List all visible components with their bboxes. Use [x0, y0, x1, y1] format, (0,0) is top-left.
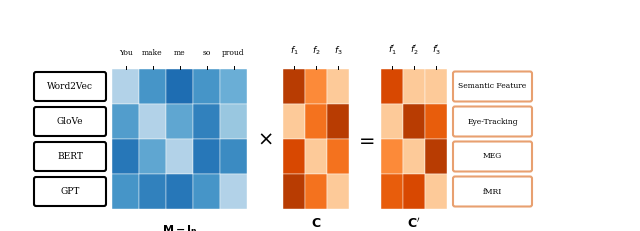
Text: make: make — [142, 49, 163, 57]
Bar — [139, 139, 166, 174]
Bar — [327, 174, 349, 209]
Text: $\mathbf{M - I_n}$: $\mathbf{M - I_n}$ — [161, 223, 197, 231]
FancyBboxPatch shape — [34, 107, 106, 136]
Bar — [381, 139, 403, 174]
FancyBboxPatch shape — [453, 106, 532, 137]
Text: $\times$: $\times$ — [257, 130, 273, 149]
FancyBboxPatch shape — [453, 142, 532, 171]
FancyBboxPatch shape — [34, 72, 106, 101]
FancyBboxPatch shape — [453, 72, 532, 101]
Text: Semantic Feature: Semantic Feature — [458, 82, 527, 91]
Bar — [425, 174, 447, 209]
Bar — [403, 174, 425, 209]
Bar — [425, 139, 447, 174]
Text: $f_3$: $f_3$ — [333, 45, 342, 57]
Text: You: You — [118, 49, 132, 57]
Bar — [425, 69, 447, 104]
Bar — [327, 139, 349, 174]
Text: me: me — [173, 49, 186, 57]
FancyBboxPatch shape — [34, 177, 106, 206]
Bar — [381, 69, 403, 104]
Bar — [139, 104, 166, 139]
Bar — [305, 139, 327, 174]
Text: fMRI: fMRI — [483, 188, 502, 195]
Bar — [193, 104, 220, 139]
Text: BERT: BERT — [57, 152, 83, 161]
Bar — [327, 69, 349, 104]
FancyBboxPatch shape — [34, 142, 106, 171]
Bar — [112, 139, 139, 174]
Text: $f_3'$: $f_3'$ — [431, 43, 440, 57]
Bar — [139, 174, 166, 209]
Bar — [381, 104, 403, 139]
Bar — [283, 174, 305, 209]
Bar — [220, 174, 247, 209]
Text: $\mathbf{C}$: $\mathbf{C}$ — [311, 217, 321, 230]
Text: $=$: $=$ — [355, 130, 375, 149]
Text: MEG: MEG — [483, 152, 502, 161]
Bar — [193, 139, 220, 174]
Text: $f_1'$: $f_1'$ — [388, 43, 396, 57]
Bar — [220, 139, 247, 174]
Bar — [403, 139, 425, 174]
Bar — [305, 174, 327, 209]
Text: GloVe: GloVe — [57, 117, 83, 126]
Bar — [403, 104, 425, 139]
Bar — [166, 139, 193, 174]
Bar — [166, 69, 193, 104]
Text: $f_1$: $f_1$ — [290, 45, 298, 57]
Bar — [139, 69, 166, 104]
Bar — [305, 69, 327, 104]
Bar — [305, 104, 327, 139]
Bar — [381, 174, 403, 209]
Bar — [283, 69, 305, 104]
Bar — [166, 104, 193, 139]
Bar — [166, 174, 193, 209]
Bar — [220, 104, 247, 139]
Bar — [403, 69, 425, 104]
Bar — [283, 104, 305, 139]
Text: proud: proud — [222, 49, 245, 57]
Bar — [193, 69, 220, 104]
Text: Word2Vec: Word2Vec — [47, 82, 93, 91]
Bar — [112, 69, 139, 104]
Bar — [220, 69, 247, 104]
Text: $f_2$: $f_2$ — [312, 45, 320, 57]
Text: Eye-Tracking: Eye-Tracking — [467, 118, 518, 125]
Bar — [112, 174, 139, 209]
Bar — [327, 104, 349, 139]
Text: GPT: GPT — [60, 187, 80, 196]
Text: $\mathbf{C'}$: $\mathbf{C'}$ — [407, 217, 420, 231]
Bar — [112, 104, 139, 139]
Bar — [193, 174, 220, 209]
Text: $f_2'$: $f_2'$ — [410, 43, 419, 57]
FancyBboxPatch shape — [453, 176, 532, 207]
Bar — [283, 139, 305, 174]
Text: so: so — [202, 49, 211, 57]
Bar — [425, 104, 447, 139]
